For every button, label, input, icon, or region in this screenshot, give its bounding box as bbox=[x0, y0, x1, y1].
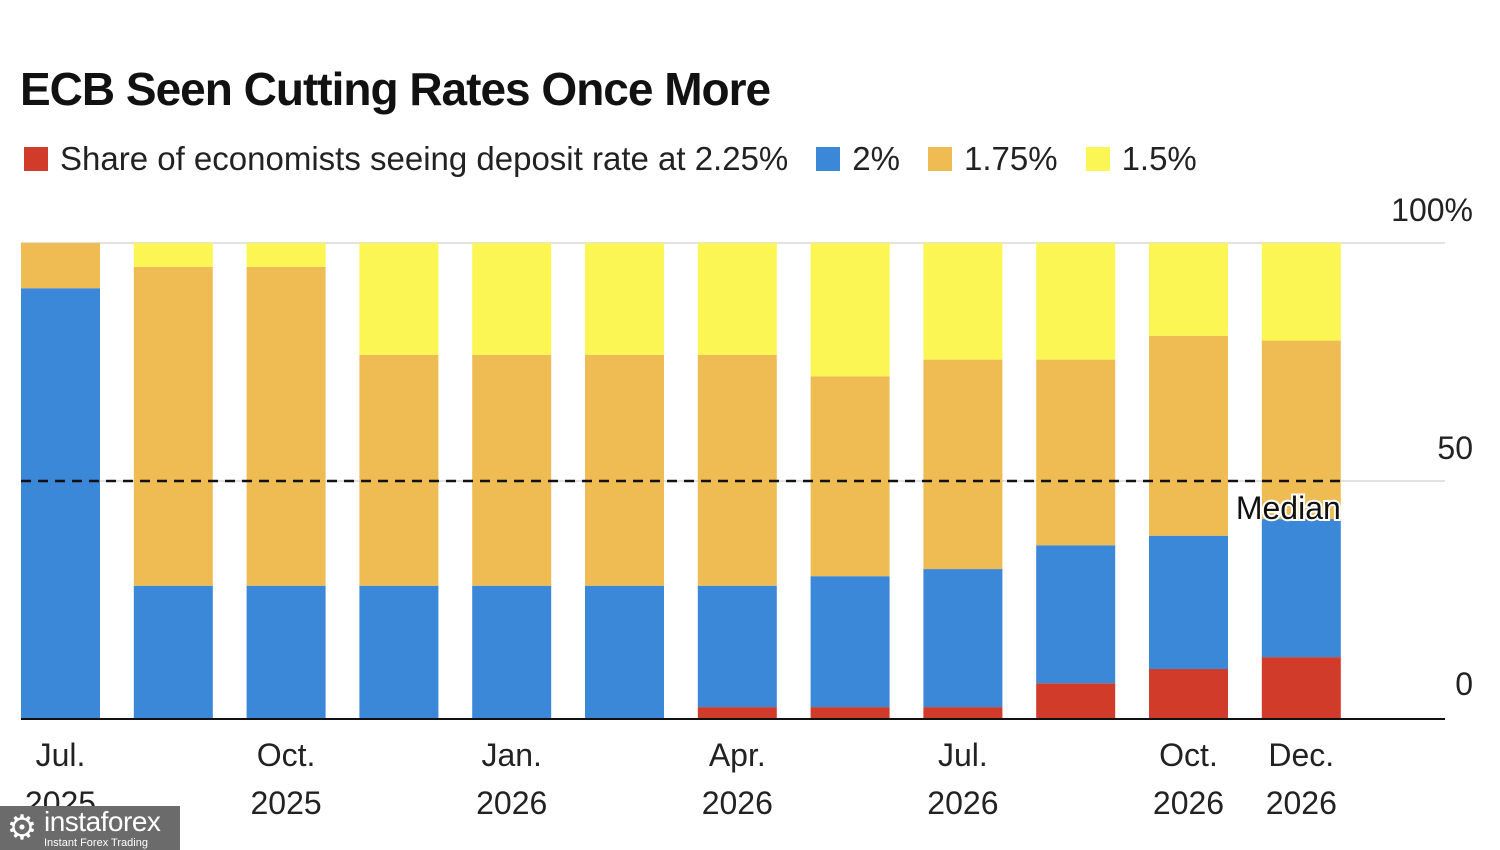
bar-segment-11-0 bbox=[1261, 657, 1341, 719]
x-tick-label-2-month: Jan. bbox=[481, 737, 541, 773]
legend-swatch-2 bbox=[816, 147, 841, 171]
watermark-text: instaforex Instant Forex Trading bbox=[44, 805, 161, 849]
bar-segment-6-0 bbox=[697, 707, 777, 719]
bar-segment-7-0 bbox=[810, 707, 890, 719]
legend-item-2-25: Share of economists seeing deposit rate … bbox=[24, 140, 788, 178]
bar-segment-10-0 bbox=[1149, 669, 1228, 719]
bar-segment-5-2 bbox=[585, 354, 664, 586]
bar-segment-6-2 bbox=[697, 354, 777, 586]
x-tick-label-1-year: 2025 bbox=[251, 785, 322, 821]
bar-segment-8-3 bbox=[923, 243, 1003, 360]
bar-segment-1-3 bbox=[133, 243, 213, 267]
bar-segment-9-2 bbox=[1036, 359, 1116, 546]
bar-segment-10-1 bbox=[1149, 535, 1228, 670]
x-tick-label-3-month: Apr. bbox=[709, 737, 766, 773]
legend-swatch-1-5 bbox=[1085, 147, 1110, 171]
x-tick-label-5-month: Oct. bbox=[1159, 737, 1218, 773]
bar-segment-1-2 bbox=[133, 266, 213, 586]
legend: Share of economists seeing deposit rate … bbox=[24, 140, 1225, 178]
bar-segment-7-3 bbox=[810, 243, 890, 377]
bar-segment-8-2 bbox=[923, 359, 1003, 570]
legend-swatch-2-25 bbox=[24, 147, 48, 171]
bar-segment-4-2 bbox=[472, 354, 552, 586]
bar-segment-3-3 bbox=[359, 243, 439, 355]
bar-segment-11-1 bbox=[1261, 519, 1341, 658]
bar-segment-5-3 bbox=[585, 243, 664, 355]
bar-segment-6-1 bbox=[697, 585, 777, 708]
x-tick-label-2-year: 2026 bbox=[476, 785, 547, 821]
legend-item-1-75: 1.75% bbox=[927, 140, 1058, 178]
x-tick-label-6-year: 2026 bbox=[1266, 785, 1337, 821]
y-tick-label-2: 0 bbox=[1455, 666, 1473, 702]
bar-segment-10-3 bbox=[1149, 243, 1228, 336]
bar-segment-11-3 bbox=[1261, 243, 1341, 341]
legend-item-1-5: 1.5% bbox=[1085, 140, 1197, 178]
y-tick-label-0: 100% bbox=[1391, 192, 1473, 228]
bar-segment-1-1 bbox=[133, 585, 213, 719]
legend-label-2: 2% bbox=[852, 140, 900, 177]
bar-segment-0-1 bbox=[21, 288, 100, 719]
bar-segment-2-3 bbox=[246, 243, 326, 267]
bar-segment-2-2 bbox=[246, 266, 326, 586]
x-tick-label-4-month: Jul. bbox=[938, 737, 988, 773]
bar-segment-7-1 bbox=[810, 576, 890, 708]
bar-segment-2-1 bbox=[246, 585, 326, 719]
x-tick-label-6-month: Dec. bbox=[1268, 737, 1334, 773]
x-tick-label-4-year: 2026 bbox=[927, 785, 998, 821]
bar-segment-3-2 bbox=[359, 354, 439, 586]
bar-segment-7-2 bbox=[810, 376, 890, 577]
bar-segment-3-1 bbox=[359, 585, 439, 719]
legend-item-2: 2% bbox=[816, 140, 900, 178]
y-tick-label-1: 50 bbox=[1437, 430, 1473, 466]
x-tick-label-0-month: Jul. bbox=[36, 737, 86, 773]
watermark-tagline: Instant Forex Trading bbox=[44, 836, 148, 849]
bar-segment-8-1 bbox=[923, 569, 1003, 708]
bar-segment-10-2 bbox=[1149, 335, 1228, 536]
bar-segment-9-1 bbox=[1036, 545, 1116, 684]
chart-title: ECB Seen Cutting Rates Once More bbox=[20, 63, 771, 115]
x-tick-label-3-year: 2026 bbox=[702, 785, 773, 821]
watermark: ⚙ instaforex Instant Forex Trading bbox=[0, 806, 180, 850]
bar-segment-9-0 bbox=[1036, 683, 1116, 719]
legend-swatch-1-75 bbox=[927, 147, 952, 171]
bar-segment-9-3 bbox=[1036, 243, 1116, 360]
watermark-name: instaforex bbox=[44, 805, 161, 837]
median-label: Median bbox=[1236, 490, 1341, 526]
bar-segment-6-3 bbox=[697, 243, 777, 355]
legend-label-1-5: 1.5% bbox=[1121, 140, 1197, 177]
x-tick-label-1-month: Oct. bbox=[257, 737, 316, 773]
bar-segment-8-0 bbox=[923, 707, 1003, 719]
gear-logo-icon: ⚙ bbox=[6, 809, 38, 847]
x-tick-label-5-year: 2026 bbox=[1153, 785, 1224, 821]
legend-label-1-75: 1.75% bbox=[963, 140, 1058, 177]
bar-segment-4-1 bbox=[472, 585, 552, 719]
bar-segment-11-2 bbox=[1261, 340, 1341, 520]
bar-segment-0-2 bbox=[21, 243, 100, 289]
bar-segment-5-1 bbox=[585, 585, 664, 719]
legend-label-2-25: Share of economists seeing deposit rate … bbox=[60, 140, 789, 177]
bar-segment-4-3 bbox=[472, 243, 552, 355]
